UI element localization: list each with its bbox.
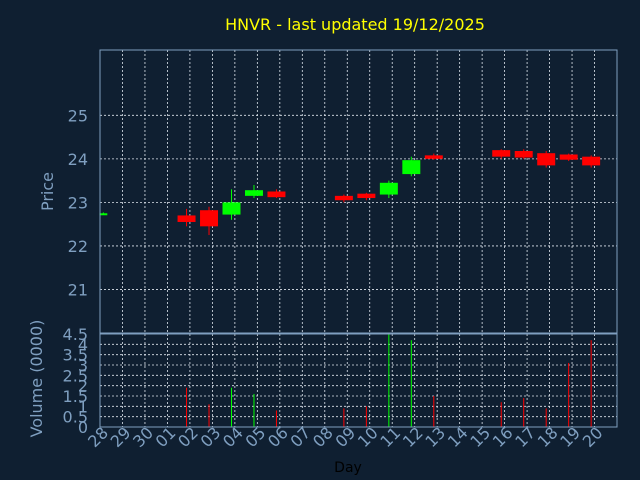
price-axis-label: Price bbox=[38, 172, 57, 211]
chart-title: HNVR - last updated 19/12/2025 bbox=[225, 15, 485, 34]
candle-body bbox=[334, 195, 353, 201]
volume-tick-label: 3 bbox=[78, 356, 88, 375]
volume-tick-label: 2.5 bbox=[63, 366, 88, 385]
candle-body bbox=[177, 215, 196, 222]
volume-tick-label: 4 bbox=[78, 335, 88, 354]
candle-body bbox=[492, 150, 511, 157]
candle-body bbox=[222, 202, 241, 215]
candle-body bbox=[267, 191, 286, 198]
candle-body bbox=[244, 190, 263, 196]
candle-body bbox=[379, 182, 398, 195]
volume-tick-labels: 00.511.522.533.544.5 bbox=[63, 325, 88, 437]
candle-body bbox=[514, 151, 533, 158]
candle-body bbox=[402, 160, 421, 175]
candle-body bbox=[582, 156, 601, 166]
price-tick-label: 25 bbox=[68, 106, 88, 125]
price-grid bbox=[100, 50, 618, 333]
volume-tick-label: 1.5 bbox=[63, 387, 88, 406]
price-tick-label: 23 bbox=[68, 193, 88, 212]
volume-tick-label: 0.5 bbox=[63, 408, 88, 427]
price-tick-label: 24 bbox=[68, 150, 88, 169]
volume-bars bbox=[186, 334, 592, 427]
x-axis-label: Day bbox=[334, 460, 362, 476]
candle-body bbox=[200, 210, 219, 227]
candle-body bbox=[559, 154, 578, 160]
volume-grid bbox=[100, 333, 618, 428]
candle-body bbox=[424, 155, 443, 159]
candles bbox=[99, 149, 601, 236]
candle-body bbox=[537, 153, 556, 166]
candle-body bbox=[99, 213, 108, 216]
volume-tick-label: 4.5 bbox=[63, 325, 88, 344]
price-tick-label: 22 bbox=[68, 237, 88, 256]
volume-tick-label: 1 bbox=[78, 397, 88, 416]
price-tick-label: 21 bbox=[68, 280, 88, 299]
volume-tick-label: 0 bbox=[78, 418, 88, 437]
price-tick-labels: 21 22 23 24 25 bbox=[68, 106, 88, 299]
volume-tick-label: 2 bbox=[78, 377, 88, 396]
price-panel-frame bbox=[99, 49, 618, 334]
candle-body bbox=[357, 193, 376, 199]
volume-tick-label: 3.5 bbox=[63, 346, 88, 365]
volume-axis-label: Volume (0000) bbox=[27, 320, 46, 438]
volume-panel-frame bbox=[99, 333, 618, 428]
